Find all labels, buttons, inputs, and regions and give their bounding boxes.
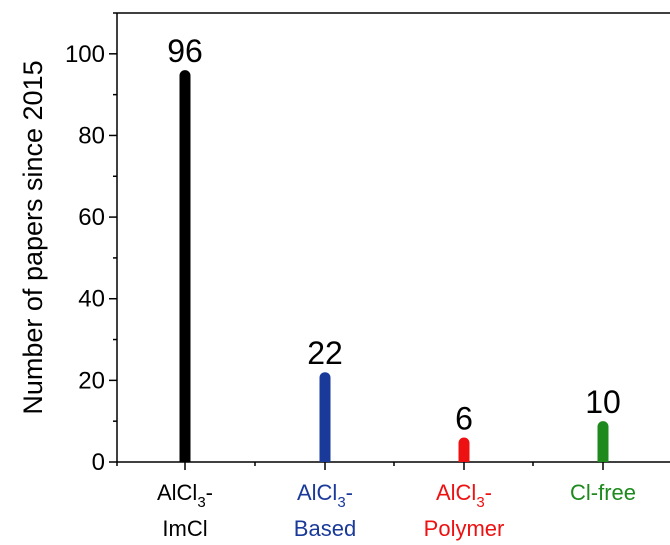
y-tick-label: 100	[65, 41, 105, 68]
x-tick-label: AlCl3-	[297, 480, 353, 511]
x-tick-label: Cl-free	[570, 480, 636, 505]
chart-labels: 96 AlCl3- ImCl 22 AlCl3- Based 6 AlCl3- Polymer 1…	[157, 33, 636, 541]
bar-base	[597, 451, 609, 462]
y-tick-label: 60	[78, 204, 105, 231]
bar-base	[319, 451, 331, 462]
data-label: 6	[455, 401, 473, 437]
bar-base	[179, 451, 191, 462]
chart-bars	[179, 70, 609, 463]
data-label: 22	[307, 335, 343, 371]
y-tick-label: 40	[78, 286, 105, 313]
data-label: 96	[167, 33, 203, 69]
bar	[179, 70, 191, 463]
bar-base	[458, 451, 470, 462]
y-tick-label: 0	[92, 449, 105, 476]
y-tick-label: 20	[78, 367, 105, 394]
x-tick-label-line2: Polymer	[424, 516, 505, 541]
x-tick-label-line2: ImCl	[162, 516, 207, 541]
y-tick-label: 80	[78, 122, 105, 149]
x-tick-label: AlCl3-	[436, 480, 492, 511]
x-tick-label-line2: Based	[294, 516, 356, 541]
data-label: 10	[585, 384, 621, 420]
x-tick-label: AlCl3-	[157, 480, 213, 511]
chart-axes: 0 20 40 60 80 100	[65, 12, 670, 476]
bar	[319, 372, 331, 462]
y-axis-label: Number of papers since 2015	[18, 60, 48, 414]
